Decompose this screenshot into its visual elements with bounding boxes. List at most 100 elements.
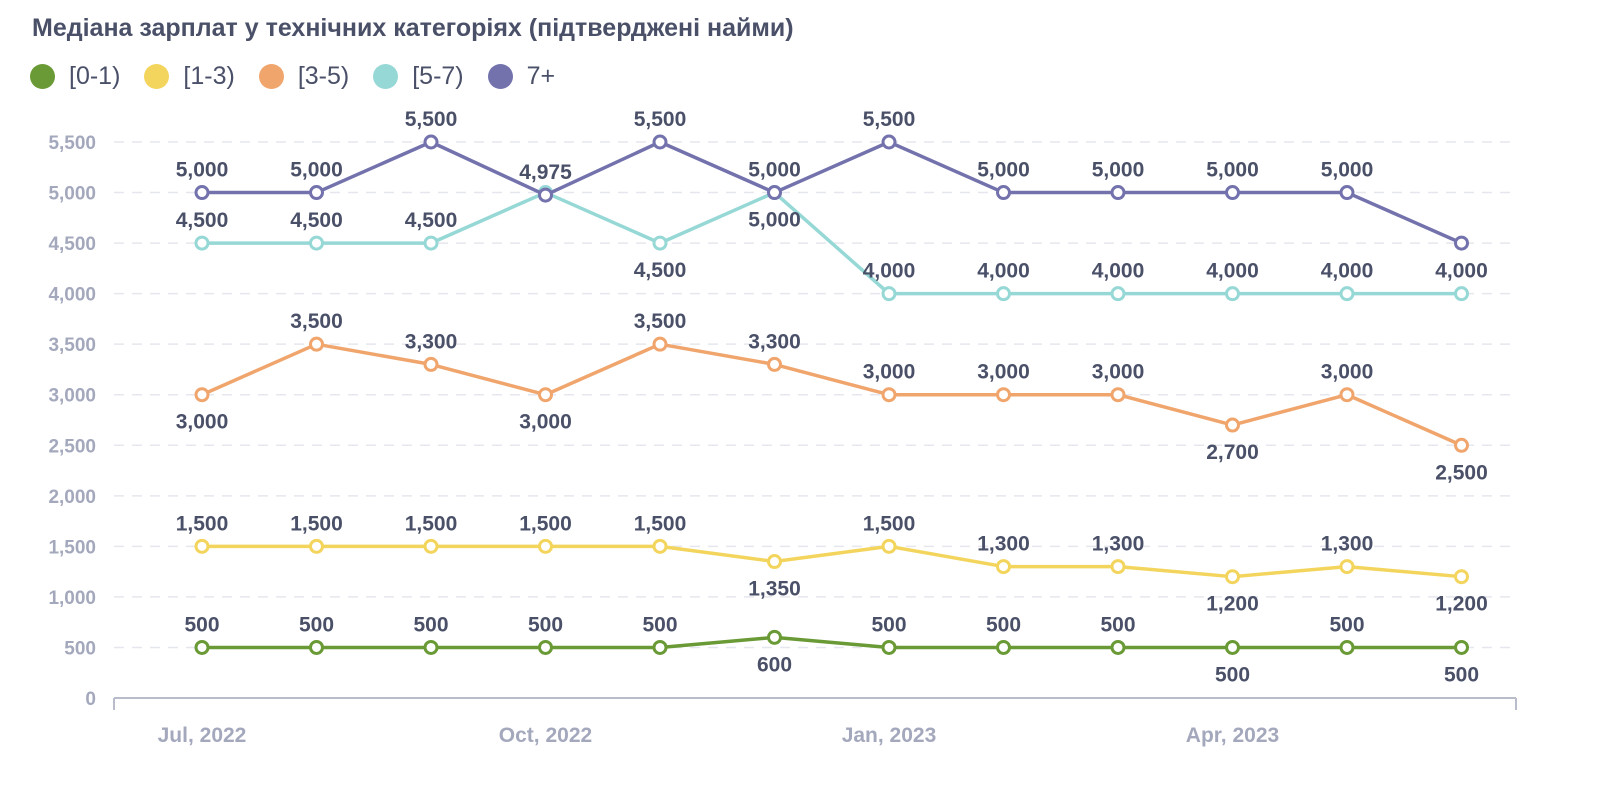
data-label: 1,300 [1092,533,1145,556]
data-point [194,387,210,403]
data-point [194,639,210,655]
data-label: 5,000 [1321,159,1374,182]
data-point [1454,286,1469,302]
data-label: 500 [1444,663,1479,686]
data-point [1225,185,1240,201]
y-tick-label: 4,000 [48,285,96,306]
y-tick-label: 1,000 [48,588,96,609]
legend-marker [373,64,399,89]
data-label: 1,500 [405,512,458,535]
data-point [881,134,897,150]
data-point [1225,639,1240,655]
data-label: 1,200 [1206,593,1259,616]
series-line [202,190,1462,296]
data-point [767,554,782,570]
chart-title: Медіана зарплат у технічних категоріях (… [32,14,794,42]
series-line [202,140,1463,245]
legend-marker [144,64,170,89]
data-label: 5,500 [634,108,687,131]
data-point [1110,185,1126,201]
data-point [996,286,1011,302]
data-point [309,185,324,201]
legend-label: [0-1) [69,62,121,90]
legend-marker [487,64,513,89]
data-point [1225,286,1240,302]
data-point [652,336,668,352]
data-label: 500 [986,613,1021,636]
data-point [194,538,210,554]
data-point [767,356,782,372]
data-point [538,387,553,403]
legend-item[interactable]: [0-1) [30,62,120,91]
data-point [881,639,897,655]
data-label: 3,000 [176,411,229,434]
data-point [1454,569,1469,585]
data-label: 500 [642,613,677,636]
data-point [881,286,897,302]
data-label: 5,000 [290,159,343,182]
data-point [423,538,439,554]
data-label: 500 [871,613,906,636]
legend-item[interactable]: [5-7) [373,62,464,91]
data-label: 3,500 [290,310,343,333]
data-label: 3,000 [519,411,572,434]
data-point [1339,639,1355,655]
data-point [1110,286,1126,302]
data-point [1110,639,1126,655]
y-tick-label: 5,500 [48,133,96,154]
data-point [538,639,553,655]
legend-label: [5-7) [412,62,464,90]
data-label: 4,000 [863,260,916,283]
data-label: 5,000 [977,159,1030,182]
data-point [538,538,553,554]
data-label: 5,000 [748,159,801,182]
legend-marker [30,64,55,89]
data-point [1110,387,1126,403]
y-tick-label: 500 [64,638,96,659]
data-label: 5,500 [405,108,458,131]
data-point [309,336,324,352]
x-tick-label: Jul, 2022 [158,724,247,747]
data-label: 4,000 [1321,260,1374,283]
data-label: 5,000 [748,209,801,232]
data-label: 500 [1215,663,1250,686]
data-point [423,235,439,251]
data-label: 3,300 [405,330,458,353]
data-point [309,639,324,655]
data-point [1454,235,1469,251]
legend-label: [3-5) [297,62,350,90]
data-label: 3,500 [634,310,687,333]
data-point [309,538,324,554]
data-label: 1,500 [634,512,687,535]
data-point [996,185,1011,201]
data-point [1339,185,1355,201]
y-tick-label: 2,500 [48,436,96,457]
data-point [652,134,668,150]
data-point [996,559,1011,575]
data-point [881,387,897,403]
data-label: 1,300 [1321,533,1374,556]
data-point [1339,286,1355,302]
data-point [194,185,210,201]
data-label: 500 [1329,613,1364,636]
data-point [996,387,1011,403]
data-label: 3,000 [863,361,916,384]
data-label: 5,000 [176,159,229,182]
legend-item[interactable]: 7+ [487,62,555,91]
data-label: 3,000 [1321,361,1374,384]
data-label: 4,500 [290,209,343,232]
data-label: 1,500 [519,512,572,535]
data-label: 1,300 [977,533,1030,556]
data-label: 500 [528,613,563,636]
data-label: 600 [757,653,792,676]
legend-item[interactable]: [3-5) [258,62,350,91]
data-label: 4,000 [977,260,1030,283]
data-point [767,629,782,645]
data-label: 500 [413,613,448,636]
series-line [202,635,1462,650]
legend-item[interactable]: [1-3) [144,62,235,91]
data-label: 4,000 [1435,260,1488,283]
data-point [1339,559,1355,575]
y-tick-label: 5,000 [48,184,96,205]
data-point [652,639,668,655]
